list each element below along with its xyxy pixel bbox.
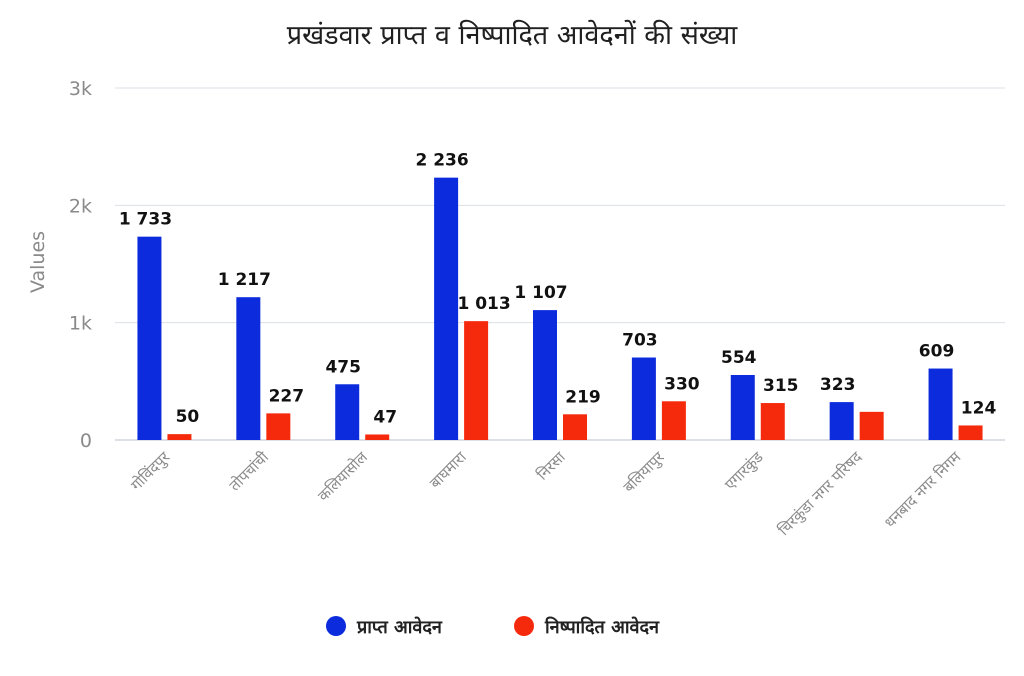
y-tick-label: 2k bbox=[69, 195, 92, 217]
data-label: 2 236 bbox=[415, 151, 468, 171]
bar-received bbox=[829, 402, 854, 440]
bar-received bbox=[335, 384, 360, 440]
legend-label: निष्पादित आवेदन bbox=[544, 616, 660, 638]
y-tick-label: 1k bbox=[69, 313, 92, 335]
data-label: 227 bbox=[269, 386, 305, 406]
data-label: 330 bbox=[664, 374, 700, 394]
data-label: 703 bbox=[622, 331, 658, 351]
data-label: 1 733 bbox=[119, 210, 172, 230]
x-tick-label: कलियासोल bbox=[314, 448, 371, 505]
y-axis-label: Values bbox=[27, 231, 49, 293]
bar-disposed bbox=[266, 413, 291, 440]
data-label: 554 bbox=[721, 348, 757, 368]
x-tick-label: धनबाद नगर निगम bbox=[881, 447, 965, 531]
data-label: 1 217 bbox=[218, 270, 271, 290]
bar-received bbox=[730, 374, 755, 440]
x-tick-label: एगारकुंड bbox=[721, 447, 768, 494]
bar-disposed bbox=[167, 434, 192, 440]
x-axis-categories: गोविंदपुर तोपचांची कलियासोल बाघमारा निरसा बलि… bbox=[127, 447, 965, 539]
x-tick-label: गोविंदपुर bbox=[127, 447, 174, 494]
data-label: 315 bbox=[763, 376, 799, 396]
y-tick-label: 0 bbox=[80, 430, 92, 452]
legend-label: प्राप्त आवेदन bbox=[356, 616, 443, 638]
bar-disposed bbox=[365, 434, 390, 440]
bar-disposed bbox=[661, 401, 686, 440]
legend: प्राप्त आवेदन निष्पादित आवेदन bbox=[326, 616, 660, 638]
y-axis-ticks: 0 1k 2k 3k bbox=[69, 78, 92, 452]
data-label: 124 bbox=[961, 398, 997, 418]
bar-received bbox=[434, 177, 459, 440]
bar-received bbox=[137, 236, 162, 440]
data-label: 47 bbox=[373, 407, 397, 427]
bar-received bbox=[928, 368, 953, 440]
x-tick-label: चिरकुंडा नगर परिषद bbox=[775, 447, 867, 539]
data-label: 50 bbox=[176, 407, 200, 427]
bar-received bbox=[631, 357, 656, 440]
bar-received bbox=[533, 310, 557, 440]
data-label: 219 bbox=[565, 387, 601, 407]
chart-title: प्रखंडवार प्राप्त व निष्पादित आवेदनों की… bbox=[287, 19, 739, 51]
data-label: 1 013 bbox=[457, 294, 510, 314]
bar-disposed bbox=[760, 403, 785, 440]
legend-marker bbox=[514, 616, 534, 636]
x-tick-label: बाघमारा bbox=[426, 447, 471, 492]
legend-marker bbox=[326, 616, 346, 636]
bar-disposed bbox=[563, 414, 587, 440]
x-tick-label: बलियापुर bbox=[620, 447, 669, 496]
gridlines bbox=[115, 87, 1005, 441]
data-label: 475 bbox=[325, 357, 361, 377]
data-label: 1 107 bbox=[514, 283, 567, 303]
y-tick-label: 3k bbox=[69, 78, 92, 100]
bars bbox=[137, 177, 983, 440]
bar-disposed bbox=[464, 321, 489, 440]
bar-disposed bbox=[859, 411, 884, 440]
bar-received bbox=[236, 297, 261, 440]
x-tick-label: निरसा bbox=[533, 447, 569, 483]
bar-disposed bbox=[958, 425, 983, 440]
data-label: 609 bbox=[919, 342, 955, 362]
x-tick-label: तोपचांची bbox=[226, 447, 273, 494]
data-label: 323 bbox=[820, 375, 856, 395]
